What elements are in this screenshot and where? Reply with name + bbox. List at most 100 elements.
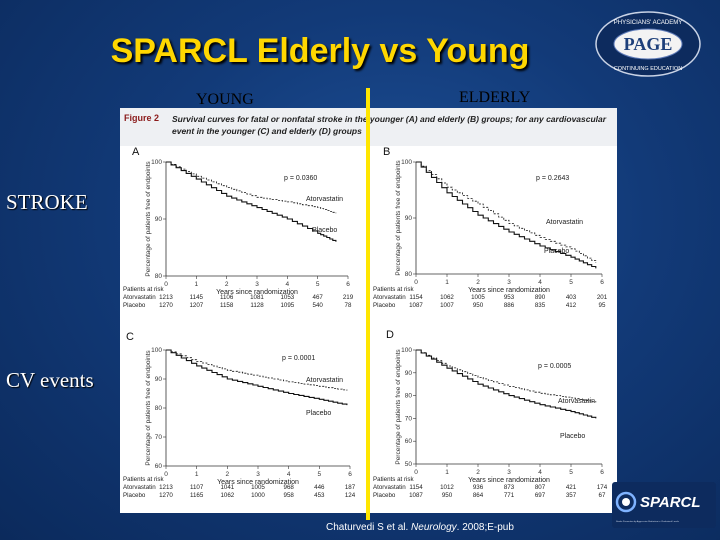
panel-d-risk-value: 1154 xyxy=(409,484,423,491)
panel-a-series-placebo xyxy=(166,161,337,242)
panel-b-y-tick-label: 100 xyxy=(401,159,412,166)
panel-c-risk-value: 1107 xyxy=(190,484,204,491)
panel-c-risk-value: 1005 xyxy=(251,484,265,491)
panel-d-y-tick-label: 80 xyxy=(405,393,413,400)
panel-b-x-tick-label: 5 xyxy=(569,279,573,286)
panel-a-y-tick-label: 90 xyxy=(155,216,163,223)
sparcl-logo-text: SPARCL xyxy=(640,494,701,511)
panel-b-x-tick-label: 4 xyxy=(538,279,542,286)
panel-a-series-atorvastatin xyxy=(166,161,337,214)
panel-c-x-tick-label: 3 xyxy=(256,471,260,478)
panel-a-p-value: p = 0.0360 xyxy=(284,175,317,182)
panel-a-label-placebo: Placebo xyxy=(312,227,337,234)
panel-c-x-tick-label: 5 xyxy=(318,471,322,478)
panel-a-risk-value: 219 xyxy=(343,294,354,301)
panel-c-x-tick-label: 6 xyxy=(348,471,352,478)
panel-d-x-label: Years since randomization xyxy=(468,477,550,484)
panel-c-y-tick-label: 100 xyxy=(151,347,162,354)
panel-c-risk-value: 187 xyxy=(345,484,356,491)
panel-b-y-tick-label: 90 xyxy=(405,215,413,222)
chart-panel-d: D 50 60 70 80 90 100 0 1 2 3 4 5 6 Years since randomi… xyxy=(373,329,608,499)
panel-b-risk-row-label: Atorvastatin xyxy=(373,294,406,301)
panel-a-x-tick-label: 6 xyxy=(346,281,350,288)
panel-b-x-tick-label: 6 xyxy=(600,279,604,286)
panel-c-x-tick-label: 2 xyxy=(226,471,230,478)
panel-c-risk-value: 958 xyxy=(284,492,295,499)
panel-c-series-placebo xyxy=(166,349,348,406)
panel-d-x-tick-label: 4 xyxy=(538,469,542,476)
panel-d-series-placebo xyxy=(416,349,597,419)
figure-caption: Survival curves for fatal or nonfatal st… xyxy=(172,114,607,136)
panel-a-x-tick-label: 0 xyxy=(164,281,168,288)
panel-b-x-tick-label: 2 xyxy=(476,279,480,286)
panel-b-y-tick-label: 80 xyxy=(405,271,413,278)
panel-b-label-atorvastatin: Atorvastatin xyxy=(546,219,583,226)
slide-title: SPARCL Elderly vs Young xyxy=(110,32,530,70)
panel-d-risk-value: 771 xyxy=(504,492,515,499)
panel-d-x-tick-label: 0 xyxy=(414,469,418,476)
panel-c-x-tick-label: 0 xyxy=(164,471,168,478)
citation-journal: Neurology xyxy=(411,522,457,533)
column-label-young: YOUNG xyxy=(196,91,254,108)
panel-c-risk-value: 1041 xyxy=(220,484,234,491)
panel-a-x-label: Years since randomization xyxy=(216,289,298,296)
panel-b-risk-value: 1062 xyxy=(440,294,454,301)
panel-d-letter: D xyxy=(386,329,394,341)
panel-b-risk-value: 953 xyxy=(504,294,515,301)
panel-d-p-value: p = 0.0005 xyxy=(538,363,571,370)
sparcl-logo-subtext: Stroke Prevention by Aggressive Reductio… xyxy=(616,520,680,523)
panel-b-risk-header: Patients at risk xyxy=(373,286,414,293)
panel-b-risk-value: 950 xyxy=(473,302,484,309)
panel-b-risk-value: 201 xyxy=(597,294,608,301)
panel-d-risk-row-label: Placebo xyxy=(373,492,396,499)
panel-d-risk-value: 697 xyxy=(535,492,546,499)
panel-c-x-tick-label: 1 xyxy=(195,471,199,478)
panel-b-label-placebo: Placebo xyxy=(544,248,569,255)
panel-c-risk-value: 1000 xyxy=(251,492,265,499)
panel-d-risk-value: 357 xyxy=(566,492,577,499)
row-label-stroke: STROKE xyxy=(6,190,88,214)
panel-a-y-tick-label: 80 xyxy=(155,273,163,280)
panel-a-y-tick-label: 100 xyxy=(151,159,162,166)
panel-d-risk-value: 864 xyxy=(473,492,484,499)
panel-b-risk-row-label: Placebo xyxy=(373,302,396,309)
panel-c-x-tick-label: 4 xyxy=(287,471,291,478)
panel-d-x-tick-label: 1 xyxy=(445,469,449,476)
panel-b-y-label: Percentage of patients free of endpoints xyxy=(395,160,402,276)
panel-d-y-tick-label: 90 xyxy=(405,370,413,377)
page-logo-top-text: PHYSICIANS' ACADEMY xyxy=(614,20,683,26)
panel-c-letter: C xyxy=(126,331,134,343)
panel-b-risk-value: 886 xyxy=(504,302,515,309)
panel-d-y-label: Percentage of patients free of endpoints xyxy=(395,349,402,465)
panel-b-p-value: p = 0.2643 xyxy=(536,175,569,182)
panel-c-risk-value: 1165 xyxy=(190,492,204,499)
panel-a-x-tick-label: 2 xyxy=(225,281,229,288)
panel-d-risk-value: 174 xyxy=(597,484,608,491)
panel-a-y-label: Percentage of patients free of endpoints xyxy=(145,161,152,277)
panel-a-risk-value: 1270 xyxy=(159,302,173,309)
panel-b-x-tick-label: 3 xyxy=(507,279,511,286)
panel-b-risk-value: 95 xyxy=(599,302,606,309)
panel-c-series-atorvastatin xyxy=(166,349,348,391)
panel-c-risk-header: Patients at risk xyxy=(123,476,164,483)
panel-a-letter: A xyxy=(132,146,140,158)
panel-a-risk-value: 1213 xyxy=(159,294,173,301)
page-logo-main-text: PAGE xyxy=(624,34,673,54)
panel-d-risk-value: 1012 xyxy=(440,484,454,491)
panel-d-y-tick-label: 60 xyxy=(405,438,413,445)
panel-c-risk-value: 453 xyxy=(314,492,325,499)
panel-b-risk-value: 403 xyxy=(566,294,577,301)
panel-c-label-placebo: Placebo xyxy=(306,410,331,417)
figure-number: Figure 2 xyxy=(124,113,160,123)
panel-b-risk-value: 835 xyxy=(535,302,546,309)
panel-a-risk-value: 1095 xyxy=(280,302,294,309)
panel-a-risk-header: Patients at risk xyxy=(123,286,164,293)
panel-a-x-tick-label: 1 xyxy=(195,281,199,288)
panel-a-label-atorvastatin: Atorvastatin xyxy=(306,196,343,203)
chart-panel-b: B 80 90 100 0 1 2 3 4 5 6 Years since randomization… xyxy=(373,146,608,309)
panel-c-risk-value: 446 xyxy=(314,484,325,491)
panel-b-series-placebo xyxy=(416,161,597,269)
panel-d-risk-value: 1087 xyxy=(409,492,423,499)
panel-a-risk-row-label: Atorvastatin xyxy=(123,294,156,301)
